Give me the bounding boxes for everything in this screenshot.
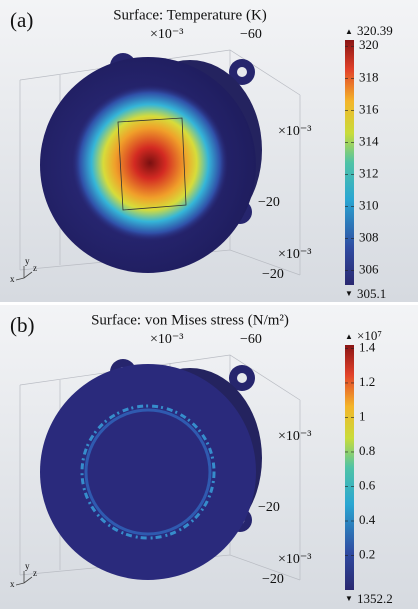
colorbar — [345, 40, 354, 285]
axis-annotation: −20 — [258, 195, 280, 210]
tick-label: 312 — [359, 165, 379, 180]
axis-annotation: −20 — [262, 572, 284, 587]
tick-label: 314 — [359, 133, 379, 148]
tick-label: 306 — [359, 262, 379, 277]
triad-label: y — [25, 256, 30, 266]
axis-annotation: ×10⁻³ — [278, 552, 311, 567]
triangle: ▲ — [345, 332, 353, 341]
panel-title: Surface: von Mises stress (N/m²) — [91, 312, 289, 328]
panel-label: (a) — [10, 8, 33, 32]
axis-annotation: −60 — [240, 27, 262, 42]
triad-label: z — [33, 568, 37, 578]
axis-annotation: ×10⁻³ — [278, 247, 311, 262]
triangle: ▼ — [345, 594, 353, 603]
tick-label: 0.8 — [359, 443, 375, 458]
page: {"panels": [ {"label": "(a)", "title": "… — [0, 0, 418, 609]
tick-label: 1 — [359, 408, 366, 423]
axis-annotation: ×10⁻³ — [278, 124, 311, 139]
axis-annotation: −60 — [240, 332, 262, 347]
colorbar-max: 320.39 — [357, 23, 393, 38]
panel-title: Surface: Temperature (K) — [113, 7, 267, 23]
tick-label: 308 — [359, 230, 379, 245]
panel-label: (b) — [10, 313, 35, 337]
tick-label: 1.2 — [359, 374, 375, 389]
tick-label: 310 — [359, 197, 379, 212]
tick-label: 0.2 — [359, 546, 375, 561]
colorbar-min: 1352.2 — [357, 591, 393, 606]
tick-label: 316 — [359, 101, 379, 116]
tick-label: 0.6 — [359, 477, 376, 492]
axis-annotation: ×10⁻³ — [278, 429, 311, 444]
triad-label: x — [10, 579, 15, 589]
figure: (a) Surface: Temperature (K) ×10⁻³ −60 ×10⁻³… — [0, 0, 418, 609]
colorbar-min: 305.1 — [357, 286, 386, 301]
colorbar — [345, 345, 354, 590]
axis-annotation: −20 — [258, 500, 280, 515]
tick-label: 1.4 — [359, 339, 376, 354]
axis-annotation: −20 — [262, 267, 284, 282]
axis-annotation: ×10⁻³ — [150, 27, 183, 42]
tick-label: 318 — [359, 69, 379, 84]
tick-label: 320 — [359, 37, 379, 52]
tick-label: 0.4 — [359, 512, 376, 527]
triad-label: x — [10, 274, 15, 284]
axis-annotation: ×10⁻³ — [150, 332, 183, 347]
triangle: ▲ — [345, 27, 353, 36]
triad-label: y — [25, 561, 30, 571]
triad-label: z — [33, 263, 37, 273]
triangle: ▼ — [345, 289, 353, 298]
